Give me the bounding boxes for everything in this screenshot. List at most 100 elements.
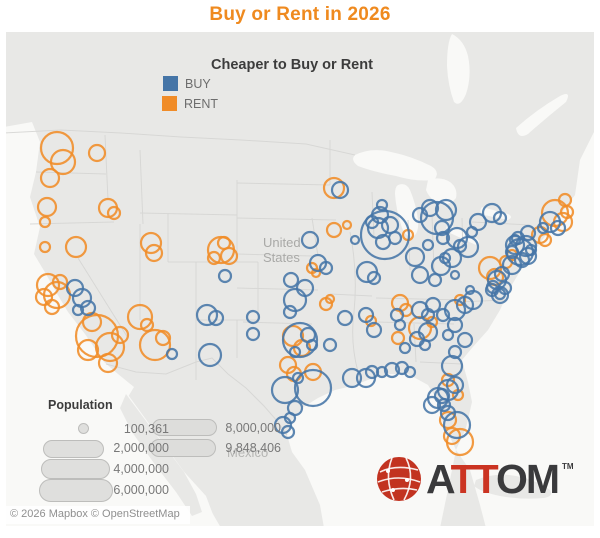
market-bubble-buy[interactable] — [305, 338, 319, 352]
market-bubble-rent[interactable] — [154, 329, 172, 347]
market-bubble-buy[interactable] — [436, 397, 452, 413]
market-bubble-buy[interactable] — [442, 410, 472, 440]
market-bubble-buy[interactable] — [398, 341, 412, 355]
market-bubble-buy[interactable] — [195, 303, 219, 327]
market-bubble-buy[interactable] — [293, 368, 333, 408]
market-bubble-buy[interactable] — [403, 365, 417, 379]
market-bubble-buy[interactable] — [420, 198, 440, 218]
market-bubble-buy[interactable] — [490, 285, 510, 305]
market-bubble-buy[interactable] — [501, 254, 523, 276]
market-bubble-buy[interactable] — [336, 309, 354, 327]
market-bubble-buy[interactable] — [449, 269, 461, 281]
market-bubble-buy[interactable] — [288, 345, 302, 359]
market-bubble-buy[interactable] — [445, 375, 465, 395]
market-bubble-buy[interactable] — [493, 265, 511, 283]
market-bubble-rent[interactable] — [39, 167, 61, 189]
market-bubble-buy[interactable] — [421, 238, 435, 252]
market-bubble-rent[interactable] — [324, 293, 336, 305]
market-bubble-buy[interactable] — [434, 198, 458, 222]
market-bubble-buy[interactable] — [322, 337, 338, 353]
market-bubble-buy[interactable] — [447, 344, 463, 360]
market-bubble-buy[interactable] — [207, 309, 225, 327]
market-bubble-buy[interactable] — [341, 367, 363, 389]
us-bubble-map[interactable]: United States Mexico Cheaper to Buy or R… — [6, 32, 594, 526]
market-bubble-rent[interactable] — [36, 196, 58, 218]
market-bubble-buy[interactable] — [435, 307, 451, 323]
market-bubble-buy[interactable] — [359, 209, 411, 261]
market-bubble-buy[interactable] — [418, 338, 432, 352]
market-bubble-buy[interactable] — [456, 331, 474, 349]
market-bubble-buy[interactable] — [79, 299, 97, 317]
market-bubble-buy[interactable] — [349, 234, 361, 246]
market-bubble-buy[interactable] — [357, 306, 375, 324]
market-bubble-buy[interactable] — [197, 342, 223, 368]
rent-label[interactable]: RENT — [184, 97, 219, 111]
market-bubble-buy[interactable] — [282, 304, 298, 320]
market-bubble-buy[interactable] — [270, 375, 300, 405]
market-bubble-buy[interactable] — [465, 225, 479, 239]
market-bubble-buy[interactable] — [438, 251, 452, 265]
market-bubble-buy[interactable] — [524, 243, 538, 257]
market-bubble-rent[interactable] — [35, 272, 61, 298]
market-bubble-buy[interactable] — [462, 289, 484, 311]
bubble-layer[interactable] — [34, 130, 575, 457]
market-bubble-buy[interactable] — [217, 268, 233, 284]
market-bubble-buy[interactable] — [245, 309, 261, 325]
market-bubble-buy[interactable] — [441, 328, 455, 342]
market-bubble-buy[interactable] — [245, 326, 261, 342]
market-bubble-buy[interactable] — [433, 219, 451, 237]
buy-label[interactable]: BUY — [185, 77, 211, 91]
market-bubble-buy[interactable] — [427, 272, 443, 288]
market-bubble-rent[interactable] — [206, 250, 222, 266]
market-bubble-rent[interactable] — [51, 273, 69, 291]
market-bubble-buy[interactable] — [422, 395, 442, 415]
market-bubble-buy[interactable] — [375, 365, 389, 379]
market-bubble-rent[interactable] — [325, 221, 343, 239]
market-bubble-rent[interactable] — [442, 426, 462, 446]
market-bubble-buy[interactable] — [456, 235, 480, 259]
market-bubble-rent[interactable] — [110, 325, 130, 345]
market-bubble-rent[interactable] — [216, 235, 232, 251]
market-bubble-buy[interactable] — [393, 318, 407, 332]
market-bubble-rent[interactable] — [322, 176, 346, 200]
market-bubble-buy[interactable] — [440, 354, 464, 378]
market-bubble-buy[interactable] — [435, 230, 451, 246]
market-bubble-buy[interactable] — [282, 271, 300, 289]
market-bubble-buy[interactable] — [492, 210, 508, 226]
market-bubble-buy[interactable] — [280, 424, 296, 440]
market-bubble-buy[interactable] — [330, 180, 350, 200]
market-bubble-buy[interactable] — [291, 371, 305, 385]
market-bubble-buy[interactable] — [375, 198, 389, 212]
market-bubble-buy[interactable] — [295, 278, 315, 298]
market-bubble-rent[interactable] — [38, 215, 52, 229]
market-bubble-rent[interactable] — [126, 303, 154, 331]
market-bubble-rent[interactable] — [310, 267, 322, 279]
market-bubble-buy[interactable] — [404, 246, 426, 268]
market-bubble-rent[interactable] — [38, 240, 52, 254]
market-bubble-buy[interactable] — [549, 219, 567, 237]
market-bubble-buy[interactable] — [536, 221, 550, 235]
market-bubble-buy[interactable] — [410, 265, 430, 285]
map-attribution[interactable]: © 2026 Mapbox © OpenStreetMap — [6, 506, 190, 524]
market-bubble-rent[interactable] — [138, 328, 172, 362]
market-bubble-buy[interactable] — [318, 260, 334, 276]
market-bubble-rent[interactable] — [97, 352, 119, 374]
market-bubble-rent[interactable] — [341, 219, 353, 231]
market-bubble-rent[interactable] — [106, 205, 122, 221]
market-bubble-buy[interactable] — [513, 251, 531, 269]
market-bubble-rent[interactable] — [557, 192, 573, 208]
market-bubble-buy[interactable] — [71, 303, 85, 317]
market-bubble-rent[interactable] — [139, 231, 163, 255]
market-bubble-rent[interactable] — [64, 235, 88, 259]
market-bubble-rent[interactable] — [49, 148, 77, 176]
market-bubble-buy[interactable] — [504, 244, 520, 260]
market-bubble-buy[interactable] — [424, 296, 442, 314]
market-bubble-buy[interactable] — [446, 316, 464, 334]
market-bubble-rent[interactable] — [43, 298, 61, 316]
market-bubble-buy[interactable] — [281, 321, 319, 359]
market-bubble-buy[interactable] — [383, 361, 401, 379]
market-bubble-rent[interactable] — [94, 331, 126, 363]
market-bubble-rent[interactable] — [144, 243, 164, 263]
market-bubble-buy[interactable] — [468, 212, 488, 232]
market-bubble-buy[interactable] — [300, 230, 320, 250]
